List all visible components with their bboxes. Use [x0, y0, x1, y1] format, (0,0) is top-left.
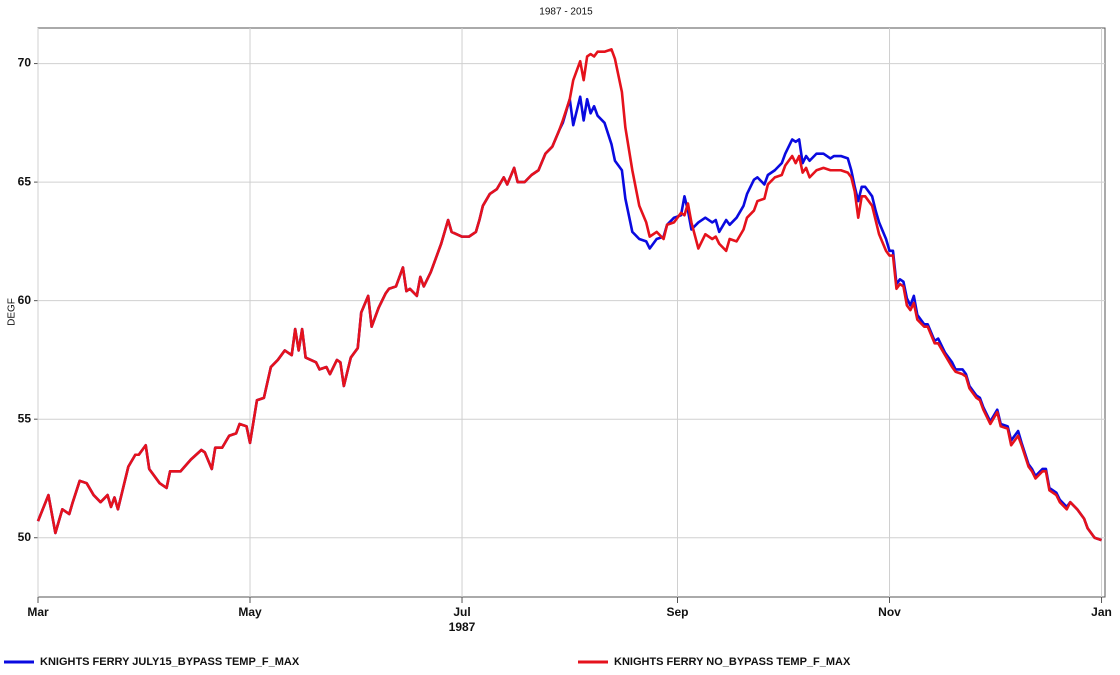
x-tick-label: Nov [878, 605, 901, 619]
y-tick-label: 65 [18, 174, 32, 188]
y-tick-label: 70 [18, 56, 32, 70]
y-axis-label: DEGF [7, 298, 18, 326]
x-tick-label: Jan [1091, 605, 1112, 619]
plot-area [37, 27, 1106, 598]
legend-label: KNIGHTS FERRY JULY15_BYPASS TEMP_F_MAX [40, 656, 300, 668]
x-tick-label: Mar [27, 605, 49, 619]
y-tick-label: 50 [18, 530, 32, 544]
legend-label: KNIGHTS FERRY NO_BYPASS TEMP_F_MAX [614, 656, 851, 668]
series-line [36, 48, 1102, 542]
y-tick-label: 60 [18, 293, 32, 307]
x-axis-label: 1987 [449, 620, 476, 634]
y-tick-label: 55 [18, 411, 32, 425]
chart-title: 1987 - 2015 [539, 7, 593, 18]
x-tick-label: May [238, 605, 262, 619]
x-tick-label: Jul [453, 605, 470, 619]
x-tick-label: Sep [666, 605, 688, 619]
